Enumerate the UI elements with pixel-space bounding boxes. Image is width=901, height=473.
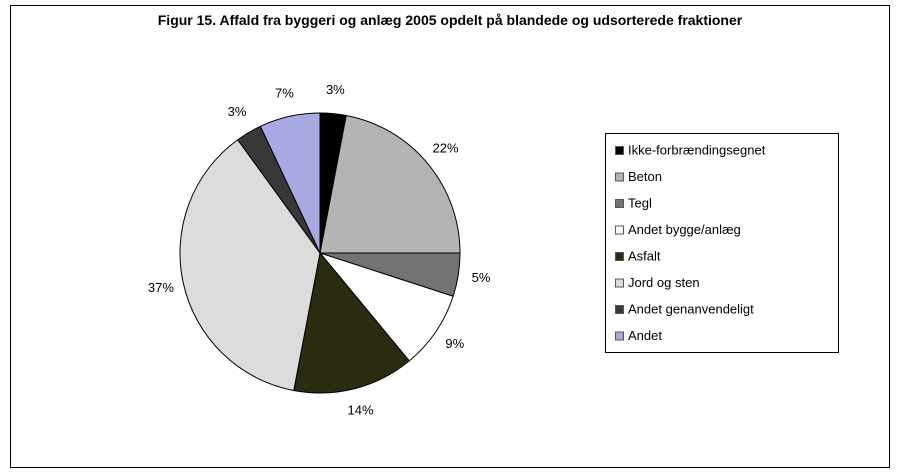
chart-title: Figur 15. Affald fra byggeri og anlæg 20… xyxy=(157,12,743,28)
legend-label: Andet xyxy=(628,328,662,343)
legend-swatch xyxy=(615,331,624,341)
legend-label: Beton xyxy=(628,169,662,184)
data-label: 37% xyxy=(148,280,174,295)
pie-slice xyxy=(179,139,321,392)
legend-swatch xyxy=(615,278,624,288)
legend-swatch xyxy=(615,172,624,182)
data-label: 3% xyxy=(228,104,247,119)
legend-swatch xyxy=(615,305,624,314)
chart-border xyxy=(10,5,890,468)
data-label: 5% xyxy=(472,270,491,285)
legend-swatch xyxy=(615,252,624,261)
data-label: 7% xyxy=(275,85,294,100)
legend-label: Jord og sten xyxy=(628,275,700,290)
legend-label: Ikke-forbrændingsegnet xyxy=(628,142,766,157)
data-label: 22% xyxy=(433,141,459,156)
legend-box xyxy=(605,133,839,353)
legend-label: Tegl xyxy=(628,195,652,210)
legend-swatch xyxy=(615,146,624,155)
legend-swatch xyxy=(615,199,624,208)
data-label: 14% xyxy=(348,402,374,417)
legend-swatch xyxy=(615,225,624,235)
pie-slice xyxy=(319,114,461,254)
legend-label: Asfalt xyxy=(628,248,661,263)
legend-label: Andet bygge/anlæg xyxy=(628,222,741,237)
legend-label: Andet genanvendeligt xyxy=(628,301,754,316)
data-label: 3% xyxy=(326,82,345,97)
pie-slice xyxy=(293,251,410,394)
pie-slice xyxy=(259,112,321,254)
data-label: 9% xyxy=(445,336,464,351)
pie-slice xyxy=(318,251,454,362)
